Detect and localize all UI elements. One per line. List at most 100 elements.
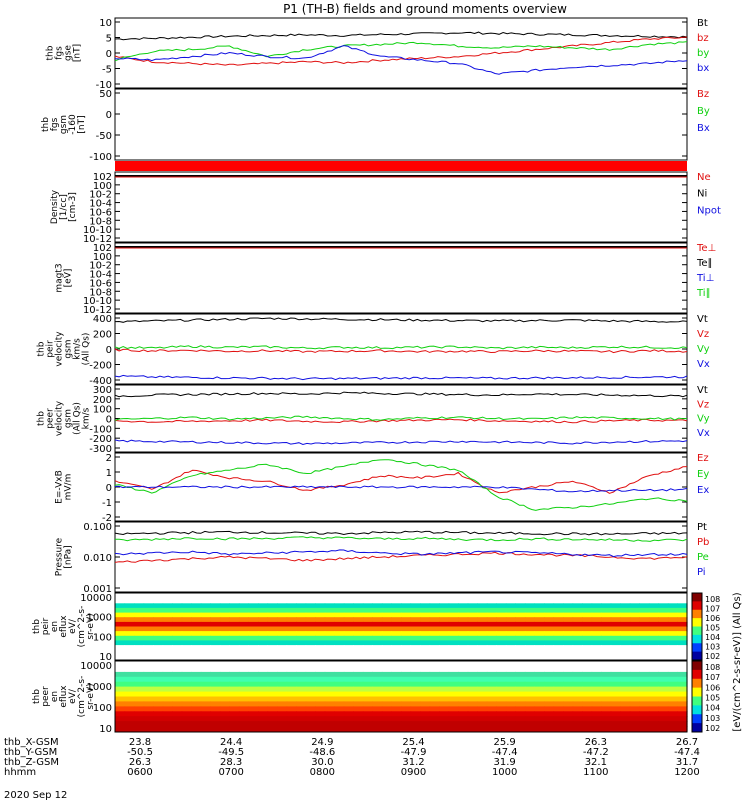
heatmap-cell bbox=[544, 706, 555, 712]
colorbar-tick-label: 107 bbox=[705, 605, 720, 614]
heatmap-cell bbox=[582, 676, 593, 683]
heatmap-cell bbox=[296, 706, 307, 712]
heatmap-cell bbox=[162, 607, 173, 614]
colorbar-segment bbox=[692, 643, 702, 653]
heatmap-cell bbox=[362, 621, 373, 628]
heatmap-cell bbox=[429, 686, 440, 693]
heatmap-cell bbox=[315, 696, 326, 702]
heatmap-cell bbox=[353, 649, 364, 655]
heatmap-cell bbox=[219, 726, 230, 732]
heatmap-cell bbox=[258, 726, 269, 732]
heatmap-cell bbox=[429, 696, 440, 702]
heatmap-cell bbox=[267, 721, 278, 727]
heatmap-cell bbox=[181, 621, 192, 628]
heatmap-cell bbox=[238, 721, 249, 727]
heatmap-cell bbox=[115, 726, 126, 732]
heatmap-cell bbox=[467, 645, 478, 651]
heatmap-cell bbox=[486, 662, 497, 668]
legend-entry: By bbox=[697, 106, 710, 117]
heatmap-cell bbox=[658, 721, 669, 727]
heatmap-cell bbox=[582, 701, 593, 707]
heatmap-cell bbox=[372, 598, 383, 604]
heatmap-cell bbox=[372, 721, 383, 727]
heatmap-cell bbox=[658, 594, 669, 600]
heatmap-cell bbox=[162, 635, 173, 641]
heatmap-cell bbox=[200, 617, 211, 623]
heatmap-cell bbox=[515, 716, 526, 722]
heatmap-cell bbox=[439, 594, 450, 600]
heatmap-cell bbox=[134, 711, 145, 717]
heatmap-cell bbox=[553, 696, 564, 702]
heatmap-cell bbox=[200, 594, 211, 600]
heatmap-cell bbox=[553, 686, 564, 693]
heatmap-cell bbox=[505, 603, 516, 609]
heatmap-cell bbox=[267, 681, 278, 688]
heatmap-cell bbox=[496, 696, 507, 702]
heatmap-cell bbox=[439, 635, 450, 641]
colorbar-segment bbox=[692, 705, 702, 715]
heatmap-cell bbox=[467, 649, 478, 655]
heatmap-cell bbox=[658, 696, 669, 702]
heatmap-cell bbox=[544, 666, 555, 673]
heatmap-cell bbox=[544, 726, 555, 732]
heatmap-cell bbox=[477, 635, 488, 641]
heatmap-cell bbox=[343, 666, 354, 673]
heatmap-cell bbox=[458, 645, 469, 651]
heatmap-cell bbox=[143, 706, 154, 712]
heatmap-cell bbox=[410, 676, 421, 683]
heatmap-cell bbox=[372, 631, 383, 637]
heatmap-cell bbox=[181, 626, 192, 632]
heatmap-cell bbox=[458, 626, 469, 632]
heatmap-cell bbox=[582, 662, 593, 668]
heatmap-cell bbox=[172, 603, 183, 609]
heatmap-cell bbox=[591, 696, 602, 702]
heatmap-cell bbox=[324, 603, 335, 609]
heatmap-cell bbox=[667, 676, 678, 683]
heatmap-cell bbox=[410, 716, 421, 722]
heatmap-cell bbox=[124, 649, 135, 655]
heatmap-cell bbox=[544, 612, 555, 618]
heatmap-cell bbox=[582, 711, 593, 717]
heatmap-cell bbox=[391, 726, 402, 732]
colorbar-segment bbox=[692, 678, 702, 689]
heatmap-cell bbox=[210, 594, 221, 600]
heatmap-cell bbox=[667, 716, 678, 722]
heatmap-cell bbox=[515, 706, 526, 712]
heatmap-cell bbox=[677, 594, 688, 600]
heatmap-cell bbox=[134, 696, 145, 702]
heatmap-cell bbox=[601, 645, 612, 651]
heatmap-cell bbox=[153, 726, 164, 732]
heatmap-cell bbox=[162, 711, 173, 717]
heatmap-cell bbox=[429, 721, 440, 727]
heatmap-cell bbox=[258, 640, 269, 646]
heatmap-cell bbox=[162, 631, 173, 637]
heatmap-cell bbox=[515, 603, 526, 609]
heatmap-cell bbox=[229, 691, 240, 698]
heatmap-cell bbox=[648, 612, 659, 618]
heatmap-cell bbox=[124, 696, 135, 702]
heatmap-cell bbox=[601, 654, 612, 660]
heatmap-cell bbox=[162, 617, 173, 623]
colorbar-frame bbox=[691, 592, 703, 661]
heatmap-cell bbox=[172, 631, 183, 637]
heatmap-cell bbox=[544, 607, 555, 614]
heatmap-cell bbox=[658, 711, 669, 717]
heatmap-cell bbox=[563, 696, 574, 702]
heatmap-cell bbox=[420, 662, 431, 668]
heatmap-cell bbox=[467, 626, 478, 632]
y-tick-label: 10 bbox=[99, 18, 112, 29]
heatmap-cell bbox=[534, 649, 545, 655]
heatmap-cell bbox=[467, 621, 478, 628]
heatmap-cell bbox=[334, 686, 345, 693]
heatmap-cell bbox=[563, 711, 574, 717]
heatmap-cell bbox=[544, 626, 555, 632]
heatmap-cell bbox=[544, 696, 555, 702]
panel-frame bbox=[114, 171, 688, 243]
heatmap-cell bbox=[200, 662, 211, 668]
heatmap-cell bbox=[610, 666, 621, 673]
heatmap-cell bbox=[667, 706, 678, 712]
heatmap-cell bbox=[353, 621, 364, 628]
heatmap-cell bbox=[115, 696, 126, 702]
heatmap-cell bbox=[219, 671, 230, 678]
heatmap-cell bbox=[210, 635, 221, 641]
